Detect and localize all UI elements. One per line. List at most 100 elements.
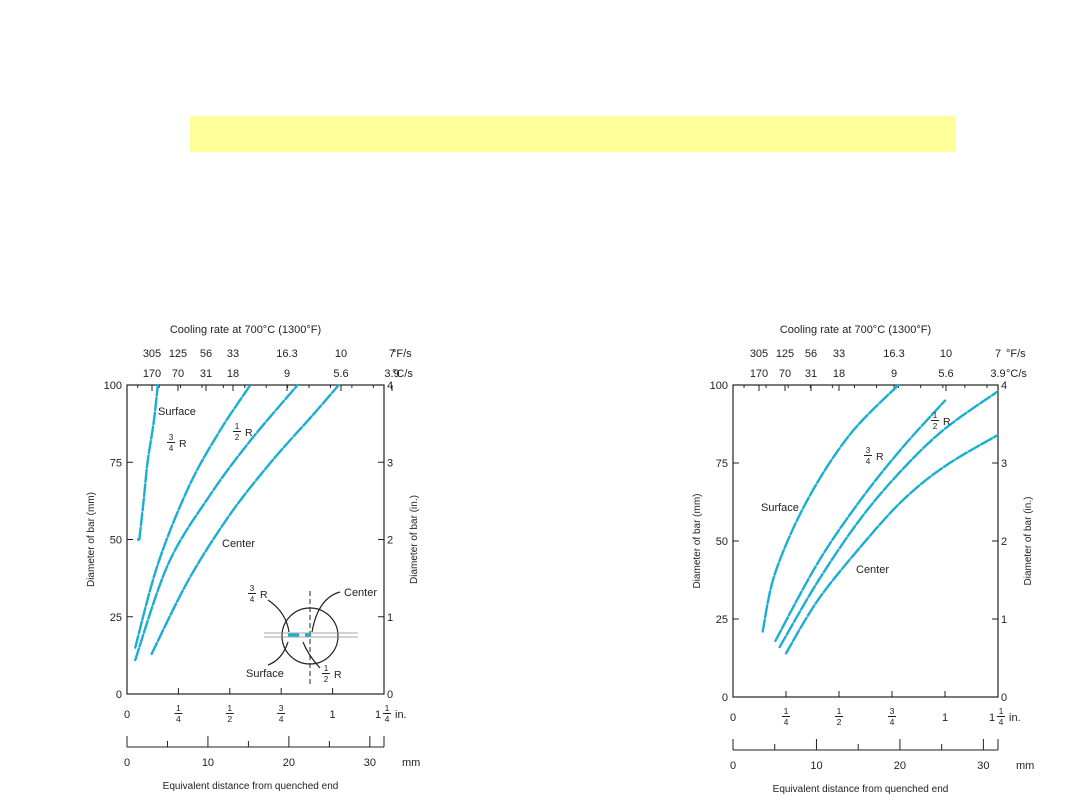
- c1-inset-arrow-34r: [267, 599, 290, 633]
- c2-x-tick-label-5-unit: in.: [1009, 712, 1021, 724]
- c2-annot-center: Center: [856, 564, 889, 576]
- c2-annot-half_r-den: 2: [933, 422, 938, 431]
- c1-series-34r-line: [134, 384, 252, 649]
- c1-x-tick-label-2-den: 2: [227, 714, 232, 724]
- c1-y-tick-label-1: 25: [110, 612, 122, 624]
- c1-top-C-label-4: 9: [284, 368, 290, 380]
- c2-y-axis-label: Diameter of bar (mm): [692, 493, 703, 588]
- c1-annot-three_quarter_r-den: 4: [169, 444, 174, 453]
- c1-top-C-label-3: 18: [227, 368, 239, 380]
- c2-top-F-label-0: 305: [750, 348, 768, 360]
- c2-mm-label-0: 0: [730, 760, 736, 772]
- c1-x-tick-label-3-den: 4: [279, 714, 284, 724]
- c1-annot-three_quarter_r: 3 4 R: [167, 433, 187, 453]
- c1-x-tick-label-5-unit: in.: [395, 709, 407, 721]
- c2-x-tick-label-5-whole: 1: [989, 712, 995, 724]
- c2-yr-tick-label-1: 1: [1001, 614, 1007, 626]
- c2-x-tick-label-5-num: 1: [999, 706, 1004, 716]
- c2-x-tick-label-4-text: 1: [942, 712, 948, 724]
- c2-top-F-label-2: 56: [805, 348, 817, 360]
- c1-x-tick-label-5: 114 in.: [375, 703, 407, 724]
- c1-inset-label-center: Center: [344, 587, 377, 599]
- c1-top-C-unit: °C/s: [392, 368, 413, 380]
- c1-x-tick-label-1-num: 1: [176, 703, 181, 713]
- c2-x-tick-label-1-den: 4: [784, 717, 789, 727]
- c2-y-tick-label-1: 25: [716, 614, 728, 626]
- c1-top-C-label-2: 31: [200, 368, 212, 380]
- c1-series-surface-line: [138, 384, 160, 541]
- c1-x-tick-label-5-den: 4: [385, 714, 390, 724]
- c1-yr-tick-label-2: 2: [387, 535, 393, 547]
- c1-inset-label-34r-num: 3: [250, 584, 255, 593]
- c1-series-12r-line: [134, 384, 299, 662]
- c1-y-tick-label-0: 0: [116, 689, 122, 701]
- c1-top-C-label-1: 70: [172, 368, 184, 380]
- c2-x-tick-label-1-num: 1: [784, 706, 789, 716]
- c2-mm-label-2: 20: [894, 760, 906, 772]
- c1-top-F-unit: °F/s: [392, 348, 412, 360]
- c2-top-C-label-6: 3.9: [990, 368, 1005, 380]
- c2-x-tick-label-3-den: 4: [890, 717, 895, 727]
- c2-chart-title: Cooling rate at 700°C (1300°F): [780, 324, 931, 336]
- c2-x-tick-label-3-num: 3: [890, 706, 895, 716]
- c1-y-tick-label-3: 75: [110, 457, 122, 469]
- c1-x-axis-label: Equivalent distance from quenched end: [163, 781, 339, 792]
- c2-x-tick-label-2-num: 1: [837, 706, 842, 716]
- c2-top-C-label-3: 18: [833, 368, 845, 380]
- c1-x-tick-label-0: 0: [124, 709, 130, 721]
- c1-inset-label-34r-unit: R: [260, 589, 268, 601]
- c2-series-center-line: [784, 433, 998, 655]
- c1-x-tick-label-2-num: 1: [227, 703, 232, 713]
- c2-series-12r-line: [778, 390, 998, 649]
- c1-x-tick-label-0-text: 0: [124, 709, 130, 721]
- c2-x-tick-label-2-den: 2: [837, 717, 842, 727]
- c1-inset-arrow-surface: [267, 641, 289, 666]
- c1-inset-label-halfr: 1 2 R: [322, 664, 342, 684]
- c1-inset-label-halfr-den: 2: [324, 675, 329, 684]
- c2-top-F-label-4: 16.3: [883, 348, 904, 360]
- c2-top-C-label-1: 70: [779, 368, 791, 380]
- c2-x-tick-label-2: 12: [835, 706, 843, 727]
- c2-mm-unit: mm: [1016, 760, 1034, 772]
- c1-inset-diagram: 3 4 R Center Surface 1 2 R: [246, 584, 377, 686]
- c2-mm-label-3: 30: [977, 760, 989, 772]
- c2-series-34r-line: [774, 399, 947, 643]
- c2-top-F-label-5: 10: [940, 348, 952, 360]
- c1-top-F-label-5: 10: [335, 348, 347, 360]
- c2-annot-half_r-unit: R: [943, 416, 951, 428]
- c2-annot-three_quarter_r-num: 3: [866, 446, 871, 455]
- c1-top-F-label-6: 7: [389, 348, 395, 360]
- c2-annot-three_quarter_r-unit: R: [876, 451, 884, 463]
- c2-top-C-label-2: 31: [805, 368, 817, 380]
- c2-y-tick-label-0: 0: [722, 692, 728, 704]
- c2-yr-tick-label-4: 4: [1001, 380, 1007, 392]
- c2-annot-half_r-num: 1: [933, 411, 938, 420]
- c2-x-tick-label-5: 114 in.: [989, 706, 1021, 727]
- c1-top-F-label-0: 305: [143, 348, 161, 360]
- c1-annot-half_r-unit: R: [245, 427, 253, 439]
- c1-x-tick-label-3: 34: [277, 703, 286, 724]
- c2-x-tick-label-1: 14: [782, 706, 790, 727]
- c1-chart-title: Cooling rate at 700°C (1300°F): [170, 324, 321, 336]
- c2-x-tick-label-3: 34: [888, 706, 896, 727]
- c2-top-F-label-6: 7: [995, 348, 1001, 360]
- c1-x-tick-label-5-whole: 1: [375, 709, 381, 721]
- c2-top-C-unit: °C/s: [1006, 368, 1027, 380]
- c1-top-C-label-6: 3.9: [384, 368, 399, 380]
- c1-annot-surface: Surface: [158, 406, 196, 418]
- c1-annot-half_r: 1 2 R: [233, 422, 253, 442]
- c1-x-tick-label-5-num: 1: [385, 703, 390, 713]
- c1-series-center-line: [150, 384, 340, 656]
- c1-yr-tick-label-3: 3: [387, 457, 393, 469]
- c1-y-axis-label: Diameter of bar (mm): [86, 492, 97, 587]
- c1-mm-label-3: 30: [364, 757, 376, 769]
- c2-mm-label-1: 10: [810, 760, 822, 772]
- c2-annot-surface: Surface: [761, 502, 799, 514]
- c2-top-F-label-3: 33: [833, 348, 845, 360]
- c2-x-tick-label-0: 0: [730, 712, 736, 724]
- c2-annot-half_r: 1 2 R: [931, 411, 951, 431]
- c2-y-tick-label-4: 100: [710, 380, 728, 392]
- c1-annot-half_r-num: 1: [235, 422, 240, 431]
- c1-annot-three_quarter_r-unit: R: [179, 438, 187, 450]
